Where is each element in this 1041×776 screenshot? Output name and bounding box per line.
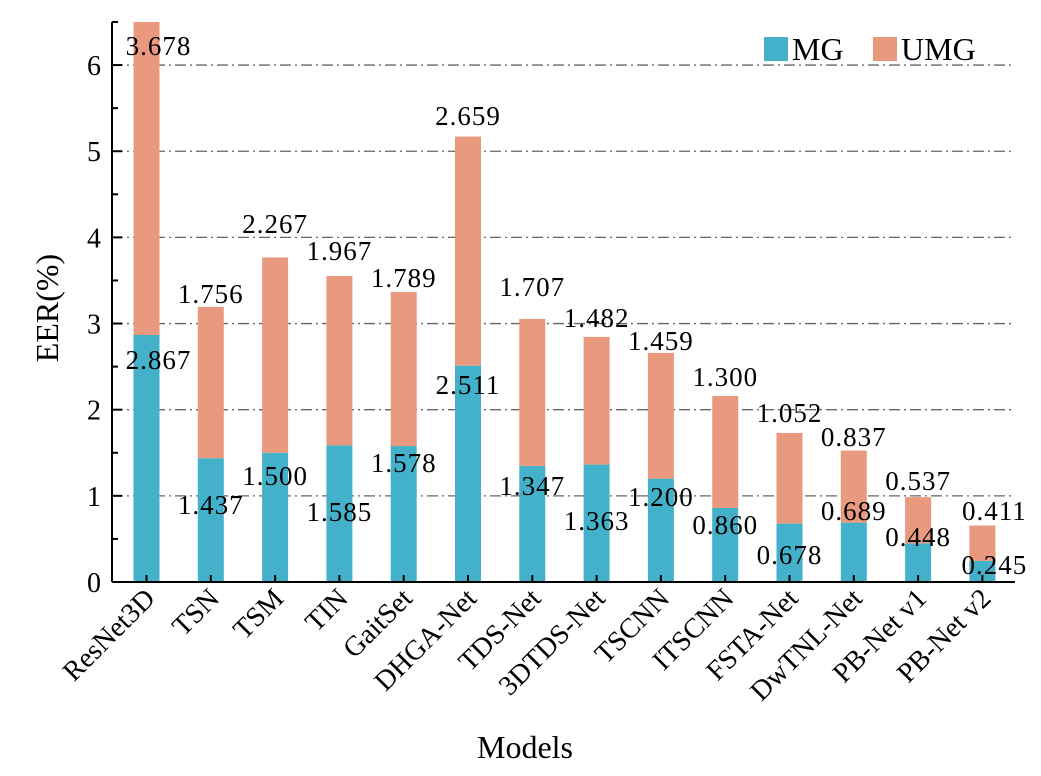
- legend-swatch-mg: [764, 37, 788, 61]
- legend-swatch-umg: [873, 37, 897, 61]
- data-label-umg-0: 3.678: [126, 31, 192, 61]
- bar-mg-0: [133, 334, 160, 582]
- legend: MG UMG: [764, 31, 976, 67]
- y-tick-label-3: 3: [87, 310, 101, 341]
- data-label-mg-7: 1.363: [564, 506, 630, 536]
- bar-umg-10: [776, 432, 803, 524]
- data-label-mg-2: 1.500: [242, 461, 308, 491]
- y-tick-label-2: 2: [87, 396, 101, 427]
- data-label-mg-9: 0.860: [692, 510, 758, 540]
- bar-umg-7: [583, 336, 610, 465]
- bar-umg-5: [455, 136, 481, 366]
- bar-umg-3: [326, 275, 353, 446]
- x-tick-label-3: TIN: [299, 583, 354, 638]
- y-tick-label-6: 6: [87, 51, 101, 82]
- data-label-umg-2: 2.267: [242, 209, 308, 239]
- y-tick-label-5: 5: [87, 137, 101, 168]
- y-axis-title: EER(%): [29, 254, 65, 362]
- x-axis-title: Models: [477, 729, 573, 765]
- data-label-umg-3: 1.967: [307, 236, 373, 266]
- bar-mg-8: [647, 478, 674, 582]
- data-label-mg-12: 0.448: [885, 522, 951, 552]
- legend-label-umg: UMG: [901, 31, 976, 67]
- bar-umg-13: [969, 525, 996, 561]
- data-label-mg-0: 2.867: [126, 345, 192, 375]
- x-tick-label-0: ResNet3D: [57, 583, 161, 687]
- data-label-umg-11: 0.837: [821, 422, 887, 452]
- bar-umg-6: [519, 318, 546, 466]
- x-tick-label-1: TSN: [166, 583, 225, 642]
- bars: [133, 22, 996, 582]
- bar-umg-1: [197, 306, 224, 459]
- data-label-umg-8: 1.459: [628, 326, 694, 356]
- bar-umg-12: [905, 497, 932, 544]
- bar-mg-9: [712, 507, 739, 582]
- bar-umg-8: [647, 352, 674, 479]
- data-label-umg-5: 2.659: [435, 101, 501, 131]
- bar-mg-11: [840, 522, 867, 582]
- data-label-umg-1: 1.756: [178, 279, 244, 309]
- data-label-umg-7: 1.482: [564, 303, 630, 333]
- data-label-mg-5: 2.511: [436, 370, 501, 400]
- data-label-umg-13: 0.411: [962, 496, 1027, 526]
- data-label-mg-13: 0.245: [962, 550, 1028, 580]
- bar-mg-13: [969, 560, 996, 582]
- bar-mg-7: [583, 464, 610, 582]
- data-labels: 3.678 2.867 1.756 1.437 2.267 1.500 1.967 1.585…: [126, 31, 1028, 580]
- data-label-umg-4: 1.789: [371, 263, 437, 293]
- data-label-umg-9: 1.300: [692, 362, 758, 392]
- bar-mg-6: [519, 465, 546, 582]
- data-label-umg-6: 1.707: [499, 272, 565, 302]
- data-label-umg-12: 0.537: [885, 466, 951, 496]
- data-label-mg-4: 1.578: [371, 448, 437, 478]
- bar-umg-11: [840, 450, 867, 523]
- data-label-mg-3: 1.585: [307, 497, 373, 527]
- bar-mg-3: [326, 445, 353, 582]
- axes: [111, 21, 1015, 583]
- y-tick-label-0: 0: [87, 568, 101, 599]
- bar-umg-0: [133, 22, 160, 335]
- data-label-mg-10: 0.678: [757, 540, 823, 570]
- bar-mg-2: [262, 452, 289, 582]
- legend-label-mg: MG: [792, 31, 844, 67]
- bar-mg-1: [197, 458, 224, 582]
- y-tick-label-4: 4: [87, 223, 101, 254]
- data-label-mg-6: 1.347: [499, 471, 565, 501]
- data-label-mg-8: 1.200: [628, 482, 694, 512]
- x-tick-label-2: TSM: [227, 583, 290, 646]
- bar-mg-4: [390, 446, 417, 582]
- bar-umg-4: [390, 291, 417, 447]
- bar-umg-2: [262, 257, 289, 453]
- bar-umg-9: [712, 395, 739, 508]
- data-label-umg-10: 1.052: [757, 398, 823, 428]
- data-label-mg-11: 0.689: [821, 496, 887, 526]
- data-label-mg-1: 1.437: [178, 490, 244, 520]
- bar-mg-5: [455, 365, 481, 582]
- y-tick-label-1: 1: [87, 482, 101, 513]
- bar-mg-10: [776, 523, 803, 582]
